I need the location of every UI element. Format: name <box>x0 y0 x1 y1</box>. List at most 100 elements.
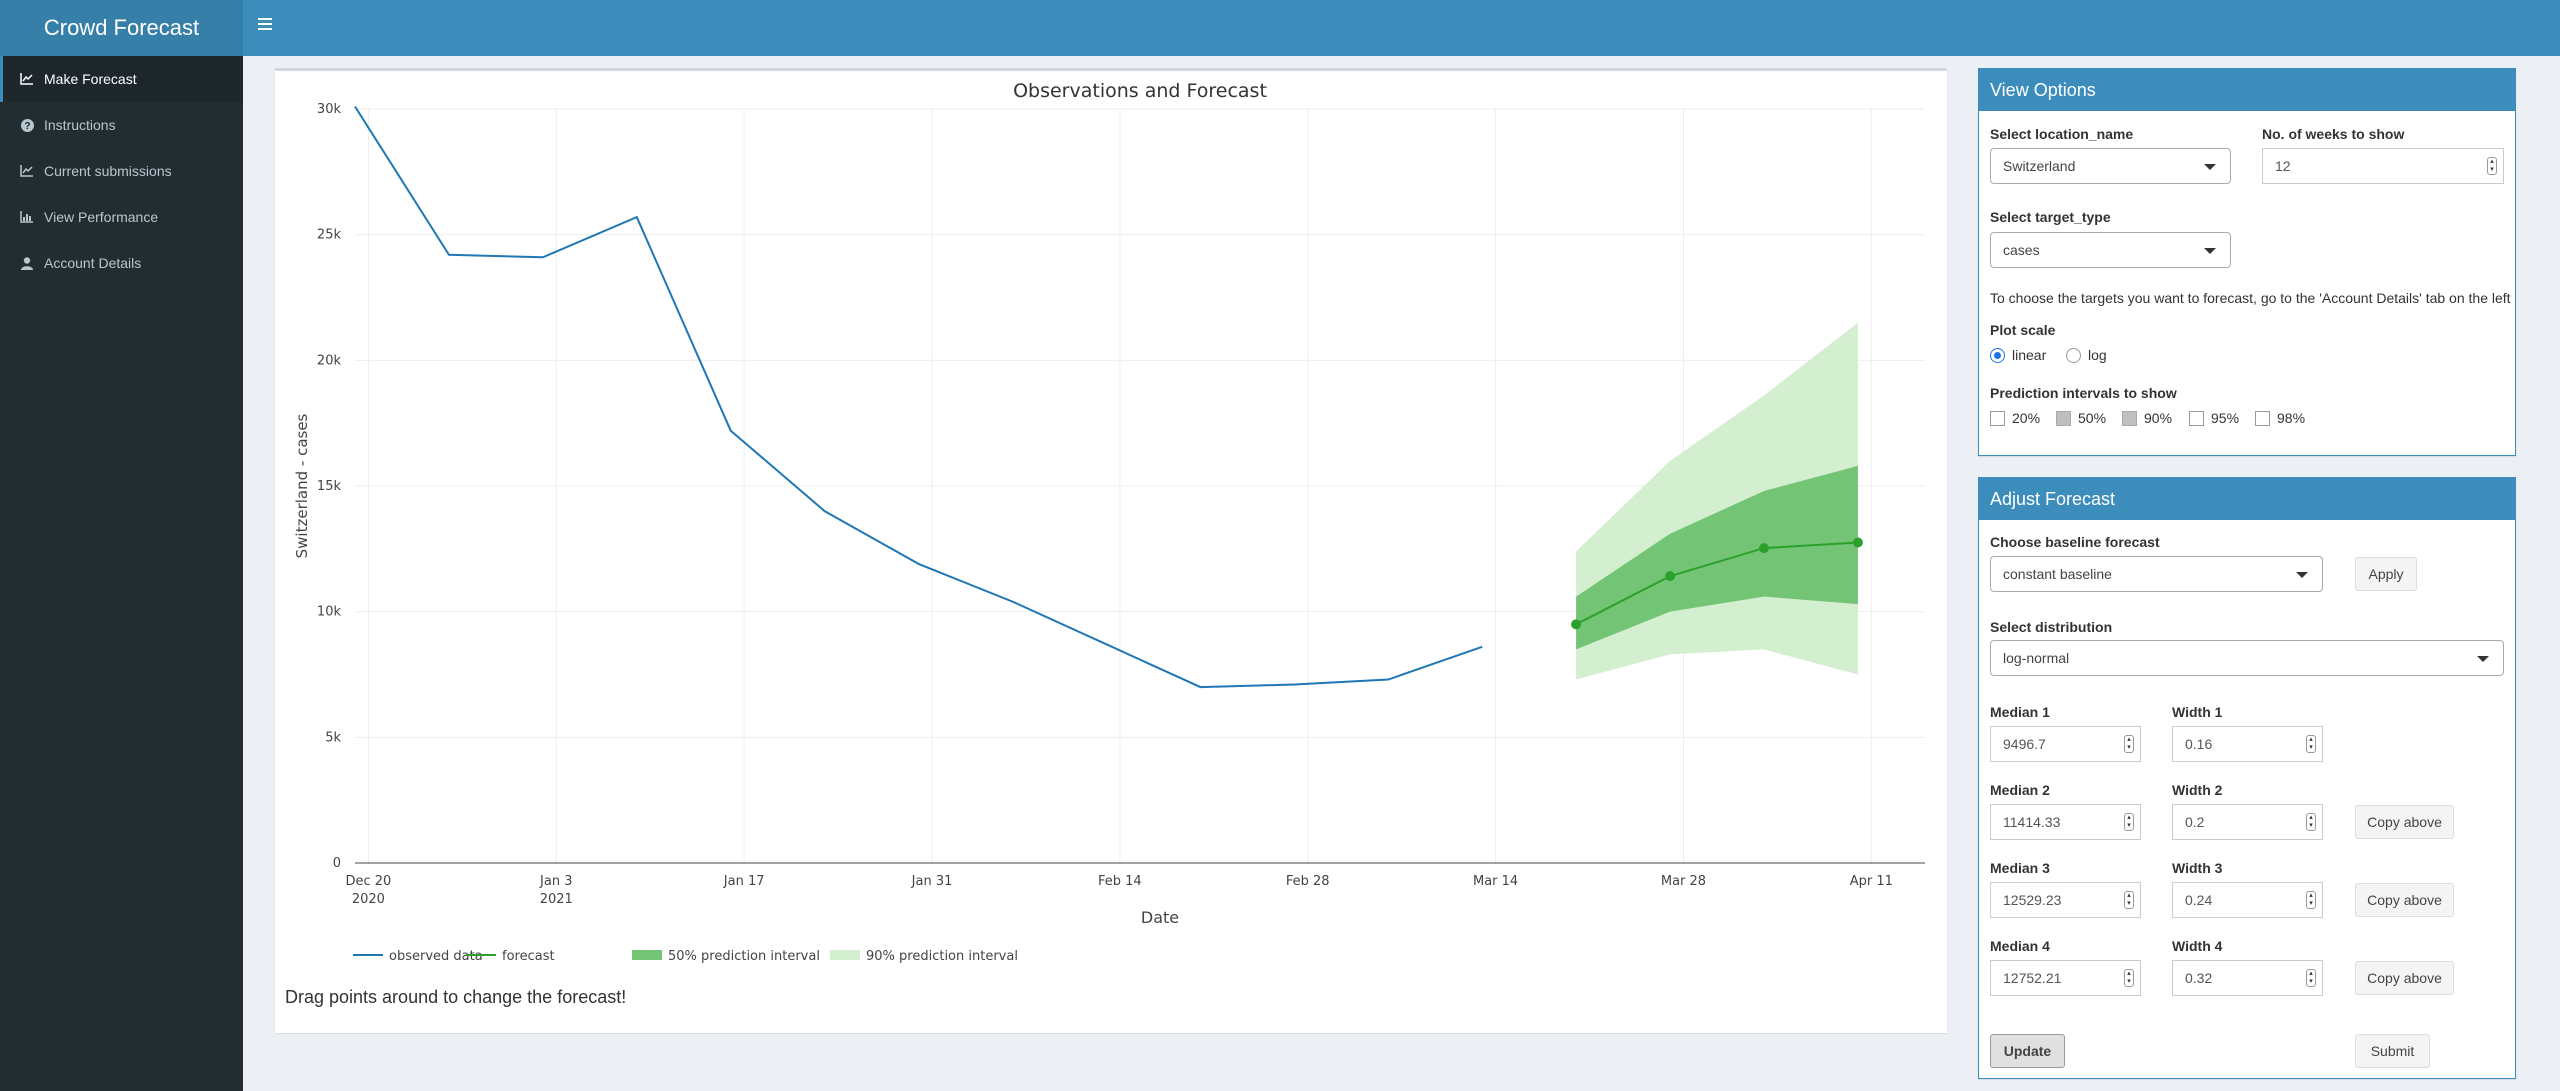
pi-95-label[interactable]: 95% <box>2211 410 2240 426</box>
median-4-input[interactable]: 12752.21 ▴ ▾ <box>1990 960 2141 996</box>
pi-98-checkbox[interactable] <box>2255 411 2270 426</box>
legend-label: 50% prediction interval <box>668 949 820 964</box>
stepper-icon[interactable]: ▴ ▾ <box>2306 813 2316 831</box>
pi-95-checkbox[interactable] <box>2189 411 2204 426</box>
width-2-value: 0.2 <box>2185 814 2205 830</box>
baseline-select[interactable]: constant baseline <box>1990 556 2323 592</box>
forecast-point[interactable] <box>1665 571 1676 582</box>
width-3-input[interactable]: 0.24 ▴ ▾ <box>2172 882 2323 918</box>
forecast-chart[interactable]: Observations and Forecast 0 5k 10k 15k 20k 25k… <box>275 71 1947 971</box>
apply-button[interactable]: Apply <box>2355 557 2417 591</box>
x-tick-year-label: 2020 <box>352 892 385 907</box>
distribution-select[interactable]: log-normal <box>1990 640 2504 676</box>
sidebar-item-current-submissions[interactable]: Current submissions <box>0 148 243 194</box>
scale-log-label[interactable]: log <box>2088 347 2107 363</box>
submit-button[interactable]: Submit <box>2355 1034 2430 1068</box>
stepper-icon[interactable]: ▴ ▾ <box>2124 969 2134 987</box>
stepper-icon[interactable]: ▴ ▾ <box>2306 969 2316 987</box>
question-circle-icon: ? <box>20 118 34 132</box>
median-4-label: Median 4 <box>1990 938 2050 954</box>
width-4-input[interactable]: 0.32 ▴ ▾ <box>2172 960 2323 996</box>
pi-90-label[interactable]: 90% <box>2144 410 2173 426</box>
pi-50-label[interactable]: 50% <box>2078 410 2107 426</box>
median-3-label: Median 3 <box>1990 860 2050 876</box>
width-4-label: Width 4 <box>2172 938 2223 954</box>
target-label: Select target_type <box>1990 209 2111 225</box>
median-2-label: Median 2 <box>1990 782 2050 798</box>
copy-above-button-4[interactable]: Copy above <box>2355 961 2454 995</box>
stepper-icon[interactable]: ▴ ▾ <box>2306 891 2316 909</box>
y-tick-label: 15k <box>317 479 342 494</box>
chart-title: Observations and Forecast <box>1013 80 1267 102</box>
svg-text:?: ? <box>24 121 30 132</box>
stepper-icon[interactable]: ▴ ▾ <box>2487 157 2497 175</box>
pi-90-checkbox[interactable] <box>2122 411 2137 426</box>
x-tick-label: Mar 14 <box>1473 874 1518 889</box>
sidebar-item-view-performance[interactable]: View Performance <box>0 194 243 240</box>
app-title[interactable]: Crowd Forecast <box>0 0 243 56</box>
bar-chart-icon <box>20 210 34 224</box>
stepper-icon[interactable]: ▴ ▾ <box>2124 891 2134 909</box>
baseline-value: constant baseline <box>2003 566 2112 582</box>
width-2-input[interactable]: 0.2 ▴ ▾ <box>2172 804 2323 840</box>
median-2-value: 11414.33 <box>2003 814 2061 830</box>
sidebar-item-account-details[interactable]: Account Details <box>0 240 243 286</box>
stepper-icon[interactable]: ▴ ▾ <box>2124 813 2134 831</box>
width-4-value: 0.32 <box>2185 970 2213 986</box>
legend-label: forecast <box>502 949 555 964</box>
weeks-value: 12 <box>2275 158 2291 174</box>
target-select[interactable]: cases <box>1990 232 2231 268</box>
view-options-box: View Options Select location_name Switze… <box>1978 68 2516 456</box>
target-value: cases <box>2003 242 2040 258</box>
sidebar-item-label: Current submissions <box>44 163 172 179</box>
y-tick-label: 25k <box>317 228 342 243</box>
stepper-icon[interactable]: ▴ ▾ <box>2306 735 2316 753</box>
weeks-label: No. of weeks to show <box>2262 126 2405 142</box>
scale-linear-label[interactable]: linear <box>2012 347 2047 363</box>
update-button[interactable]: Update <box>1990 1034 2065 1068</box>
median-3-input[interactable]: 12529.23 ▴ ▾ <box>1990 882 2141 918</box>
x-axis-label: Date <box>1141 908 1179 927</box>
width-1-value: 0.16 <box>2185 736 2213 752</box>
plot-scale-label: Plot scale <box>1990 322 2056 338</box>
user-icon <box>20 256 34 270</box>
width-1-input[interactable]: 0.16 ▴ ▾ <box>2172 726 2323 762</box>
baseline-label: Choose baseline forecast <box>1990 534 2160 550</box>
median-1-input[interactable]: 9496.7 ▴ ▾ <box>1990 726 2141 762</box>
forecast-point[interactable] <box>1852 537 1863 548</box>
distribution-value: log-normal <box>2003 650 2070 666</box>
chart-box: Observations and Forecast 0 5k 10k 15k 20k 25k… <box>275 68 1947 1033</box>
median-2-input[interactable]: 11414.33 ▴ ▾ <box>1990 804 2141 840</box>
sidebar-item-make-forecast[interactable]: Make Forecast <box>0 56 243 102</box>
weeks-input[interactable]: 12 ▴ ▾ <box>2262 148 2504 184</box>
forecast-point[interactable] <box>1571 619 1582 630</box>
pi-50-checkbox[interactable] <box>2056 411 2071 426</box>
pi-98-label[interactable]: 98% <box>2277 410 2306 426</box>
hamburger-menu-icon[interactable] <box>258 18 272 32</box>
stepper-icon[interactable]: ▴ ▾ <box>2124 735 2134 753</box>
scale-log-radio[interactable] <box>2066 348 2081 363</box>
y-tick-label: 20k <box>317 353 342 368</box>
scale-linear-radio[interactable] <box>1990 348 2005 363</box>
forecast-point[interactable] <box>1758 543 1769 554</box>
copy-above-button-2[interactable]: Copy above <box>2355 805 2454 839</box>
legend-label: observed data <box>389 949 483 964</box>
pi-20-checkbox[interactable] <box>1990 411 2005 426</box>
legend-swatch <box>830 950 860 960</box>
location-select[interactable]: Switzerland <box>1990 148 2231 184</box>
y-tick-label: 30k <box>317 102 342 117</box>
chevron-down-icon <box>2477 656 2489 662</box>
median-4-value: 12752.21 <box>2003 970 2062 986</box>
sidebar-item-instructions[interactable]: ? Instructions <box>0 102 243 148</box>
prediction-intervals-label: Prediction intervals to show <box>1990 385 2177 401</box>
x-tick-label: Mar 28 <box>1661 874 1706 889</box>
copy-above-button-3[interactable]: Copy above <box>2355 883 2454 917</box>
median-1-value: 9496.7 <box>2003 736 2046 752</box>
line-chart-icon <box>20 72 34 86</box>
sidebar-item-label: Instructions <box>44 117 116 133</box>
width-3-value: 0.24 <box>2185 892 2213 908</box>
x-tick-label: Apr 11 <box>1850 874 1893 889</box>
pi-20-label[interactable]: 20% <box>2012 410 2041 426</box>
observed-line <box>354 105 1483 689</box>
legend-label: 90% prediction interval <box>866 949 1018 964</box>
